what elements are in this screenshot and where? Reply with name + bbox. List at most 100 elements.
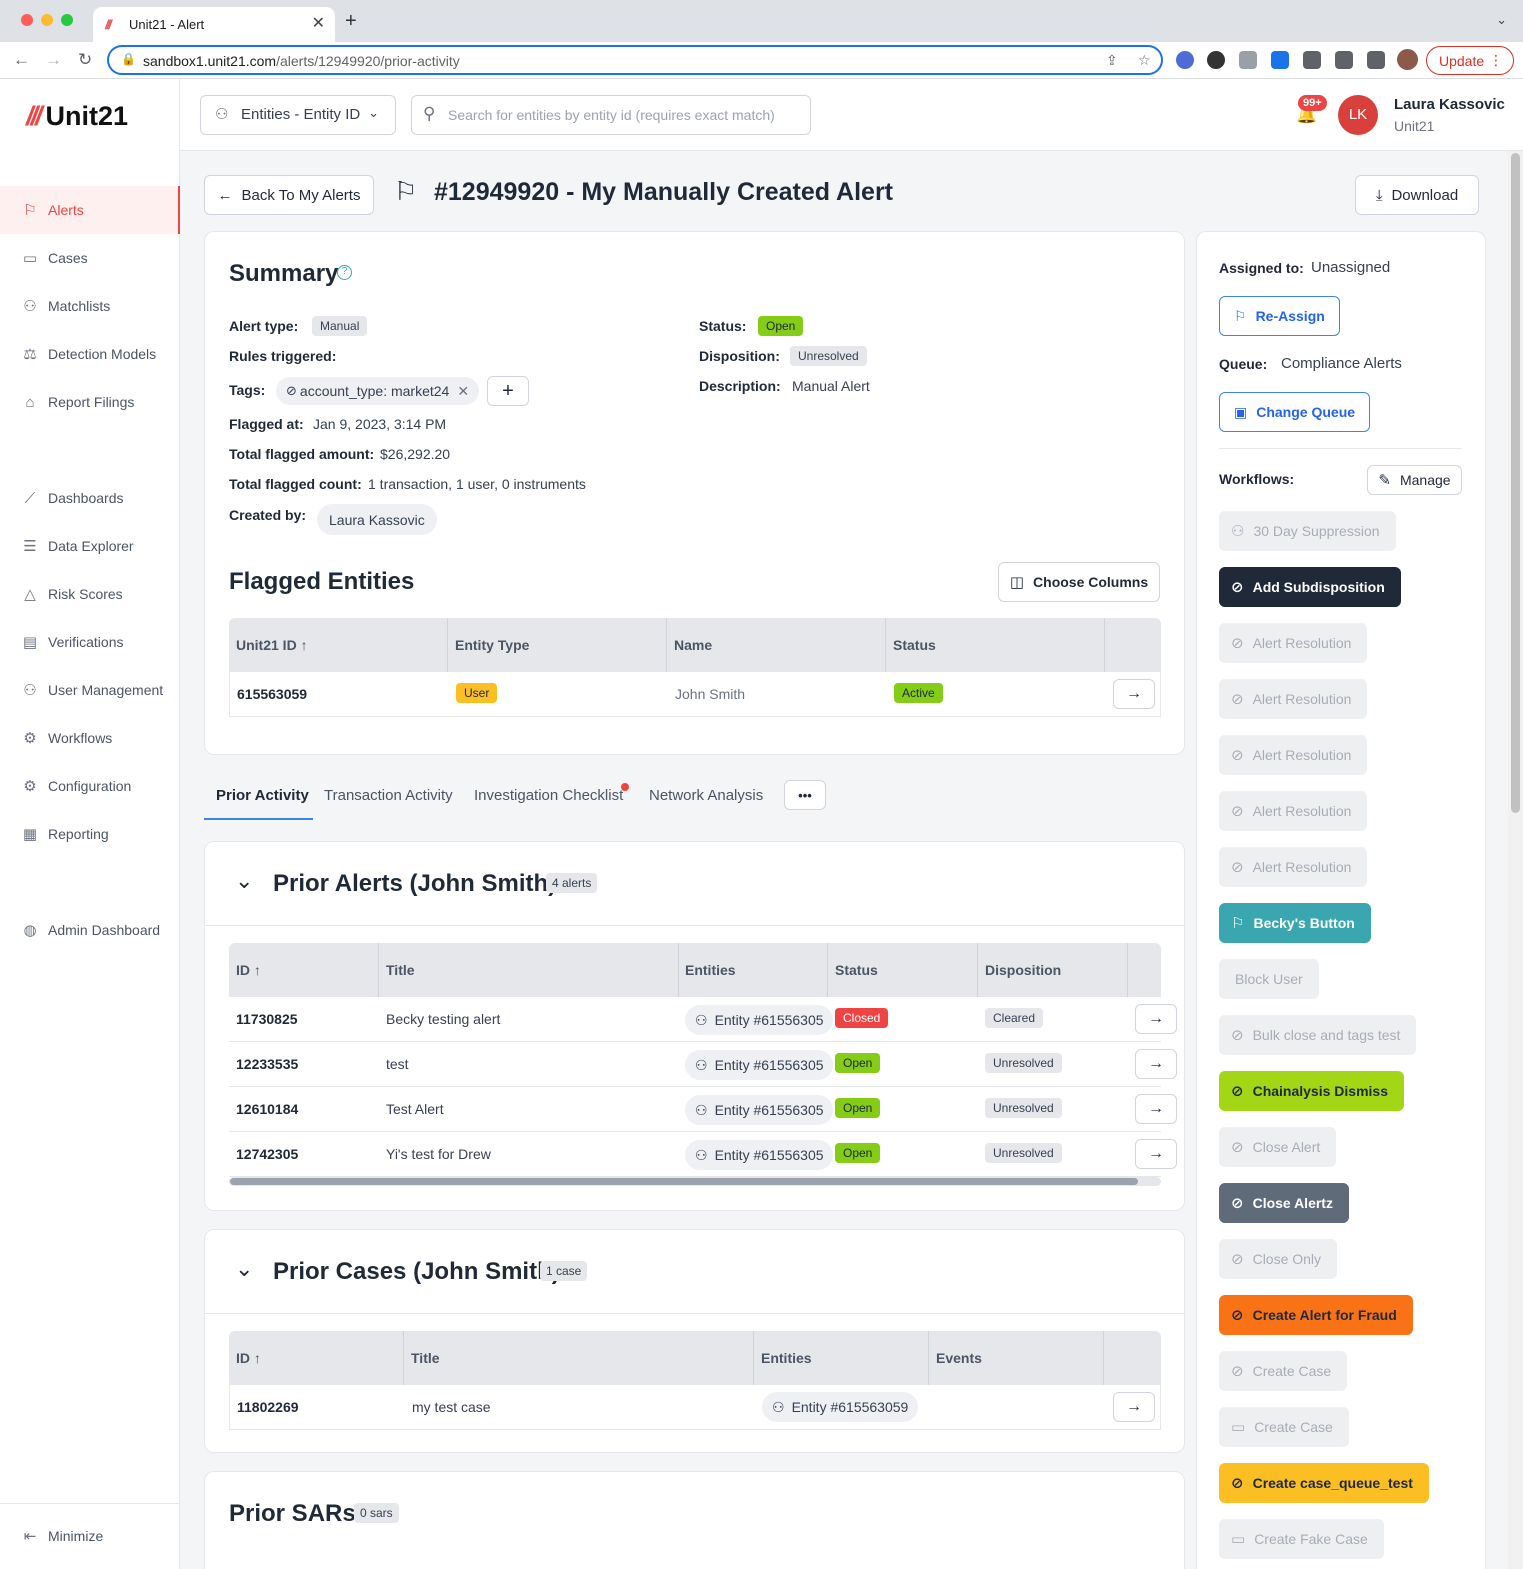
profile-avatar-icon[interactable]: [1397, 49, 1418, 70]
manage-workflows-button[interactable]: ✎ Manage: [1367, 465, 1462, 495]
forward-arrow-icon[interactable]: →: [45, 50, 62, 69]
sidebar-item-data-explorer[interactable]: ☰ Data Explorer: [0, 522, 180, 570]
extension-4-icon[interactable]: [1271, 51, 1289, 69]
unit21-logo[interactable]: ///Unit21: [26, 101, 128, 132]
tab-network-analysis[interactable]: Network Analysis: [649, 787, 764, 804]
tab-close-icon[interactable]: ✕: [311, 15, 325, 32]
tab-investigation-checklist[interactable]: Investigation Checklist: [474, 787, 624, 804]
sidebar-item-configuration[interactable]: ⚙ Configuration: [0, 762, 180, 810]
open-alert-arrow-icon[interactable]: →: [1135, 1139, 1177, 1169]
page-scroll-thumb[interactable]: [1511, 153, 1520, 813]
back-arrow-icon[interactable]: ←: [13, 50, 30, 69]
change-queue-button[interactable]: ▣ Change Queue: [1219, 392, 1371, 432]
entity-chip[interactable]: ⚇ Entity #61556305: [685, 1005, 833, 1035]
col-entity-type[interactable]: Entity Type: [448, 618, 667, 672]
workflow-bulk-close-button[interactable]: ⊘ Bulk close and tags test: [1219, 1015, 1417, 1055]
col-title[interactable]: Title: [404, 1331, 754, 1385]
entity-chip[interactable]: ⚇ Entity #61556305: [685, 1095, 833, 1125]
sidebar-item-reporting[interactable]: ▦ Reporting: [0, 810, 180, 858]
tab-transaction-activity[interactable]: Transaction Activity: [324, 787, 453, 804]
reading-list-icon[interactable]: [1335, 51, 1353, 69]
collapse-chevron-icon[interactable]: ⌄: [235, 868, 254, 893]
workflow-beckys-button[interactable]: ⚐ Becky's Button: [1219, 903, 1371, 943]
entity-type-select[interactable]: ⚇ Entities - Entity ID ⌄: [200, 95, 396, 135]
col-status[interactable]: Status: [886, 618, 1105, 672]
workflow-alert-resolution-button[interactable]: ⊘ Alert Resolution: [1219, 791, 1368, 831]
window-minimize-dot[interactable]: [41, 14, 53, 26]
table-row[interactable]: 12610184 Test Alert ⚇ Entity #61556305 Op…: [229, 1087, 1177, 1132]
open-case-arrow-icon[interactable]: →: [1113, 1392, 1155, 1422]
sidebar-minimize[interactable]: ⇤ Minimize: [0, 1512, 180, 1560]
kebab-menu-icon[interactable]: ⋮: [1489, 52, 1503, 68]
sidebar-item-matchlists[interactable]: ⚇ Matchlists: [0, 282, 180, 330]
help-icon[interactable]: ?: [337, 265, 352, 280]
collapse-chevron-icon[interactable]: ⌄: [235, 1256, 254, 1281]
tab-prior-activity[interactable]: Prior Activity: [216, 787, 309, 804]
workflow-add-subdisposition-button[interactable]: ⊘ Add Subdisposition: [1219, 567, 1401, 607]
tag-chip[interactable]: ⊘ account_type: market24 ✕: [276, 377, 479, 405]
sidebar-item-report-filings[interactable]: ⌂ Report Filings: [0, 378, 180, 426]
more-tabs-button[interactable]: •••: [784, 780, 826, 810]
sidebar-item-admin-dashboard[interactable]: ◍ Admin Dashboard: [0, 906, 180, 954]
col-entities[interactable]: Entities: [754, 1331, 929, 1385]
entity-chip[interactable]: ⚇ Entity #615563059: [762, 1392, 919, 1422]
entity-search-input[interactable]: [448, 104, 798, 126]
open-alert-arrow-icon[interactable]: →: [1135, 1004, 1177, 1034]
sidebar-item-dashboards[interactable]: ⟋ Dashboards: [0, 474, 180, 522]
extension-1-icon[interactable]: [1176, 51, 1194, 69]
col-unit21-id[interactable]: Unit21 ID ↑: [229, 618, 448, 672]
col-events[interactable]: Events: [929, 1331, 1104, 1385]
table-row[interactable]: 11730825 Becky testing alert ⚇ Entity #61…: [229, 997, 1177, 1042]
entity-chip[interactable]: ⚇ Entity #61556305: [685, 1140, 833, 1170]
tab-search-chevron-icon[interactable]: ⌄: [1496, 12, 1507, 27]
window-zoom-dot[interactable]: [61, 14, 73, 26]
col-name[interactable]: Name: [667, 618, 886, 672]
table-row[interactable]: 12742305 Yi's test for Drew ⚇ Entity #615…: [229, 1132, 1177, 1177]
workflow-30-day-suppression-button[interactable]: ⚇ 30 Day Suppression: [1219, 511, 1396, 551]
workflow-alert-resolution-button[interactable]: ⊘ Alert Resolution: [1219, 679, 1368, 719]
workflow-close-alertz-button[interactable]: ⊘ Close Alertz: [1219, 1183, 1349, 1223]
col-id[interactable]: ID ↑: [229, 1331, 404, 1385]
tag-remove-icon[interactable]: ✕: [457, 382, 470, 399]
share-icon[interactable]: ⇪: [1106, 52, 1118, 68]
sidebar-item-alerts[interactable]: ⚐ Alerts: [0, 186, 180, 234]
workflow-alert-resolution-button[interactable]: ⊘ Alert Resolution: [1219, 623, 1368, 663]
col-title[interactable]: Title: [379, 943, 679, 997]
avatar[interactable]: LK: [1338, 95, 1378, 135]
workflow-create-fake-case-button[interactable]: ▭ Create Fake Case: [1219, 1519, 1384, 1559]
workflow-alert-resolution-button[interactable]: ⊘ Alert Resolution: [1219, 735, 1368, 775]
sidebar-item-cases[interactable]: ▭ Cases: [0, 234, 180, 282]
col-disposition[interactable]: Disposition: [978, 943, 1128, 997]
address-bar[interactable]: 🔒 sandbox1.unit21.com/alerts/12949920/pr…: [107, 45, 1163, 75]
workflow-alert-resolution-button[interactable]: ⊘ Alert Resolution: [1219, 847, 1368, 887]
sidebar-item-verifications[interactable]: ▤ Verifications: [0, 618, 180, 666]
side-panel-icon[interactable]: [1367, 51, 1385, 69]
extension-3-icon[interactable]: [1239, 51, 1257, 69]
entity-chip[interactable]: ⚇ Entity #61556305: [685, 1050, 833, 1080]
open-alert-arrow-icon[interactable]: →: [1135, 1049, 1177, 1079]
table-row[interactable]: 11802269 my test case ⚇ Entity #615563059…: [229, 1385, 1161, 1430]
workflow-create-alert-fraud-button[interactable]: ⊘ Create Alert for Fraud: [1219, 1295, 1413, 1335]
back-to-alerts-button[interactable]: ← Back To My Alerts: [204, 175, 374, 215]
puzzle-extensions-icon[interactable]: [1303, 51, 1321, 69]
download-button[interactable]: ⤓ Download: [1355, 175, 1479, 215]
window-close-dot[interactable]: [21, 14, 33, 26]
col-status[interactable]: Status: [828, 943, 978, 997]
sidebar-item-risk-scores[interactable]: △ Risk Scores: [0, 570, 180, 618]
horizontal-scroll-thumb[interactable]: [230, 1178, 1138, 1185]
col-id[interactable]: ID ↑: [229, 943, 379, 997]
open-entity-arrow-icon[interactable]: →: [1113, 679, 1155, 709]
workflow-create-case-button[interactable]: ⊘ Create Case: [1219, 1351, 1348, 1391]
new-tab-icon[interactable]: +: [345, 10, 357, 32]
browser-tab[interactable]: /// Unit21 - Alert ✕: [93, 7, 335, 42]
workflow-close-only-button[interactable]: ⊘ Close Only: [1219, 1239, 1338, 1279]
workflow-block-user-button[interactable]: Block User: [1219, 959, 1319, 999]
sidebar-item-user-management[interactable]: ⚇ User Management: [0, 666, 180, 714]
sidebar-item-detection-models[interactable]: ⚖ Detection Models: [0, 330, 180, 378]
sidebar-item-workflows[interactable]: ⚙ Workflows: [0, 714, 180, 762]
add-tag-button[interactable]: +: [487, 376, 529, 406]
extension-2-icon[interactable]: [1207, 51, 1225, 69]
browser-update-button[interactable]: Update ⋮: [1426, 46, 1514, 75]
horizontal-scrollbar[interactable]: [229, 1177, 1161, 1186]
bookmark-star-icon[interactable]: ☆: [1138, 52, 1151, 68]
